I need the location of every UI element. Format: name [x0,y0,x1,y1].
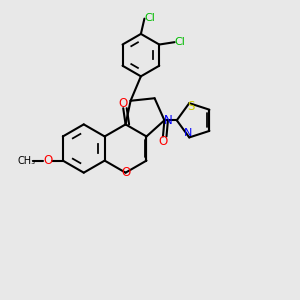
Text: O: O [43,154,52,167]
Text: O: O [118,97,128,110]
Text: N: N [164,114,172,127]
Text: N: N [184,128,192,138]
Text: S: S [187,100,194,112]
Text: O: O [121,166,130,179]
Text: Cl: Cl [144,13,155,23]
Text: O: O [158,135,168,148]
Text: Cl: Cl [174,37,185,47]
Text: CH₃: CH₃ [18,156,36,166]
